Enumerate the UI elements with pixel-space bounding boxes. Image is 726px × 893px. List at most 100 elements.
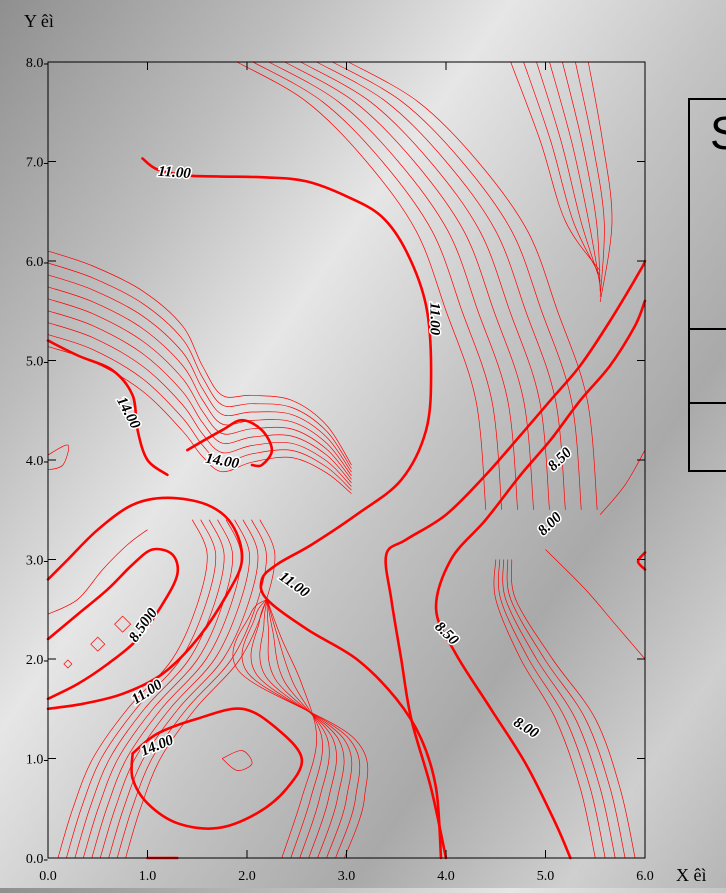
contour-label: 11.00 [276, 569, 312, 602]
side-panel-divider [690, 402, 726, 404]
minor-contour-loop [63, 659, 73, 669]
tick-labels: 0.0 1.0 2.0 3.0 4.0 5.0 6.0 0.0- 1.0- 2.0- 3.0- 4.0… [26, 56, 654, 884]
minor-contour-line [47, 334, 352, 491]
side-panel-title-fragment: S [710, 107, 726, 159]
y-tick-label: 2.0- [26, 653, 49, 668]
minor-contour-line [232, 599, 369, 859]
minor-contour-line [259, 599, 345, 859]
x-axis-label: X êì [676, 865, 707, 885]
minor-contour-lines [47, 61, 646, 859]
minor-contour-line [47, 298, 352, 480]
minor-contour-line [116, 519, 267, 859]
minor-contour-line [47, 310, 352, 484]
y-tick-label: 7.0- [26, 156, 49, 171]
minor-contour-line [47, 250, 352, 466]
y-tick-label: 4.0- [26, 454, 49, 469]
contour-label: 14.00 [204, 451, 241, 473]
x-tick-label: 1.0 [139, 869, 157, 884]
minor-contour-line [332, 61, 582, 510]
minor-contour-line [497, 559, 606, 859]
major-contour-8-50 [384, 259, 647, 860]
minor-contour-line [549, 61, 601, 287]
minor-contour-line [47, 274, 352, 473]
minor-contour-line [108, 519, 259, 859]
minor-contour-line [348, 61, 598, 510]
minor-contour-line [266, 599, 337, 859]
minor-contour-line [66, 519, 217, 859]
minor-contour-line [47, 529, 148, 615]
y-axis-label: Y êì [24, 11, 54, 31]
x-tick-label: 5.0 [537, 869, 555, 884]
y-tick-label: 0.0- [26, 852, 49, 867]
x-tick-label: 6.0 [636, 869, 654, 884]
x-tick-label: 0.0 [39, 869, 57, 884]
minor-contour-line [57, 519, 208, 859]
minor-contour-line [502, 559, 616, 859]
minor-contour-line [250, 599, 353, 859]
minor-contour-line [266, 599, 323, 859]
contour-label: 8.50 [431, 619, 461, 649]
y-tick-label: 1.0- [26, 753, 49, 768]
side-table-panel: S [688, 98, 726, 472]
major-contour-14-00 [130, 707, 304, 830]
minor-contour-line [523, 61, 601, 277]
minor-contour-line [510, 61, 601, 272]
axis-ticks [47, 61, 646, 859]
minor-contour-line [47, 262, 352, 469]
minor-contour-line [221, 750, 253, 771]
y-tick-label: 8.0- [26, 56, 49, 71]
minor-contour-line [599, 449, 646, 515]
minor-contour-line [47, 322, 352, 487]
major-contour-14-00 [186, 418, 274, 468]
major-contour-8-00 [636, 551, 647, 571]
minor-contour-line [511, 559, 636, 859]
major-contour-8-00 [434, 299, 647, 860]
minor-contour-line [562, 61, 601, 292]
minor-contour-line [536, 61, 601, 282]
minor-contour-line [266, 599, 330, 859]
minor-contour-line [99, 519, 250, 859]
contour-label: 11.00 [157, 164, 191, 182]
minor-contour-loop [90, 636, 106, 652]
minor-contour-line [545, 549, 646, 660]
major-contour-lines [46, 157, 647, 860]
minor-contour-line [252, 61, 503, 510]
contour-label: 8.00 [511, 714, 542, 742]
side-panel-divider [690, 328, 726, 330]
minor-contour-line [125, 519, 276, 859]
contour-label: 11.00 [129, 676, 166, 708]
minor-contour-line [91, 519, 242, 859]
major-contour-14-00 [46, 339, 169, 477]
minor-contour-line [300, 61, 550, 510]
x-tick-label: 3.0 [338, 869, 356, 884]
contour-label: 14.00 [139, 732, 177, 760]
minor-contour-line [268, 61, 518, 510]
x-tick-label: 4.0 [437, 869, 455, 884]
contour-label: 8.50 [545, 444, 575, 474]
minor-contour-line [316, 61, 566, 510]
minor-contour-line [47, 444, 69, 471]
major-contour-11-00 [46, 496, 244, 711]
y-tick-label: 5.0- [26, 355, 49, 370]
minor-contour-line [47, 346, 352, 494]
contour-label: 14.00 [113, 394, 143, 432]
minor-contour-line [575, 61, 605, 297]
minor-contour-loop [114, 615, 132, 633]
minor-contour-line [241, 599, 361, 859]
y-tick-label: 3.0- [26, 554, 49, 569]
minor-contour-line [74, 519, 225, 859]
contour-label: 11.00 [427, 302, 443, 335]
minor-contour-line [587, 61, 613, 303]
minor-contour-line [266, 599, 318, 859]
minor-contour-line [506, 559, 626, 859]
contour-label: 8.00 [535, 509, 565, 539]
major-contour-8-00 [46, 547, 180, 701]
minor-contour-line [82, 519, 233, 859]
minor-contour-line [47, 286, 352, 476]
major-contour-11-00 [141, 157, 443, 860]
minor-contour-line [284, 61, 534, 510]
minor-contour-line [493, 559, 596, 859]
y-tick-label: 6.0- [26, 255, 49, 270]
